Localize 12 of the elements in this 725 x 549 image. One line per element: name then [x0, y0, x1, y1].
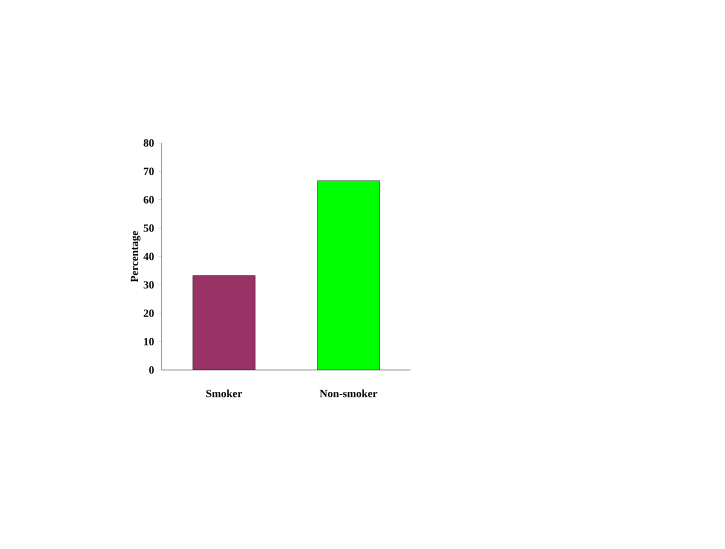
y-tick-label: 40 [143, 252, 154, 260]
x-tick-label: Smoker [206, 390, 242, 398]
y-tick-label: 80 [144, 139, 154, 147]
y-tick-label: 20 [144, 310, 154, 317]
y-tick-label: 60 [144, 196, 154, 204]
y-tick-label: 0 [149, 366, 154, 374]
y-tick-label: 70 [144, 168, 154, 176]
y-tick-label: 50 [144, 224, 154, 232]
y-axis-title: Percentage [130, 231, 140, 282]
x-tick-label: Non-smoker [320, 390, 378, 398]
y-tick-label: 10 [144, 338, 154, 346]
y-tick-label: 30 [144, 281, 154, 289]
